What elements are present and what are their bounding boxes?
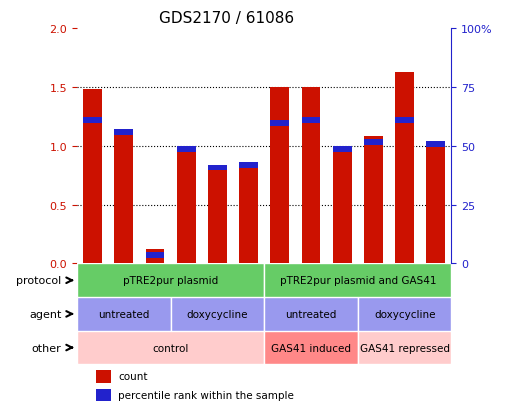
Bar (426, 142, 445, 147)
Bar (364, 139, 383, 145)
Text: doxycycline: doxycycline (187, 309, 248, 319)
Bar (302, 118, 320, 124)
FancyBboxPatch shape (264, 297, 358, 331)
Text: untreated: untreated (285, 309, 337, 319)
FancyBboxPatch shape (264, 331, 358, 365)
Text: other: other (32, 343, 62, 353)
Text: agent: agent (29, 309, 62, 319)
Bar (208, 165, 227, 171)
Bar (270, 121, 289, 126)
Bar (83, 118, 102, 124)
Bar (208, 168, 227, 264)
Text: control: control (152, 343, 189, 353)
Bar (95, 389, 111, 401)
FancyBboxPatch shape (358, 331, 451, 365)
Text: doxycycline: doxycycline (374, 309, 436, 319)
Bar (426, 144, 445, 264)
Text: protocol: protocol (16, 275, 62, 285)
FancyBboxPatch shape (77, 331, 264, 365)
Bar (114, 130, 133, 136)
FancyBboxPatch shape (358, 297, 451, 331)
Bar (177, 150, 195, 264)
Bar (177, 146, 195, 152)
Text: untreated: untreated (98, 309, 149, 319)
FancyBboxPatch shape (170, 297, 264, 331)
FancyBboxPatch shape (77, 264, 264, 297)
Text: GAS41 repressed: GAS41 repressed (360, 343, 449, 353)
Bar (146, 252, 164, 258)
Bar (146, 250, 164, 264)
Text: count: count (118, 372, 148, 382)
Text: percentile rank within the sample: percentile rank within the sample (118, 390, 294, 400)
Bar (395, 72, 414, 264)
Bar (364, 137, 383, 264)
FancyBboxPatch shape (264, 264, 451, 297)
Bar (114, 135, 133, 264)
Bar (270, 88, 289, 264)
Bar (95, 370, 111, 382)
Bar (333, 150, 351, 264)
Text: pTRE2pur plasmid and GAS41: pTRE2pur plasmid and GAS41 (280, 275, 436, 285)
Bar (239, 163, 258, 169)
Bar (302, 88, 320, 264)
Text: pTRE2pur plasmid: pTRE2pur plasmid (123, 275, 218, 285)
FancyBboxPatch shape (77, 297, 170, 331)
Bar (83, 90, 102, 264)
Text: GDS2170 / 61086: GDS2170 / 61086 (160, 12, 294, 26)
Bar (395, 118, 414, 124)
Bar (239, 168, 258, 264)
Bar (333, 146, 351, 152)
Text: GAS41 induced: GAS41 induced (271, 343, 351, 353)
